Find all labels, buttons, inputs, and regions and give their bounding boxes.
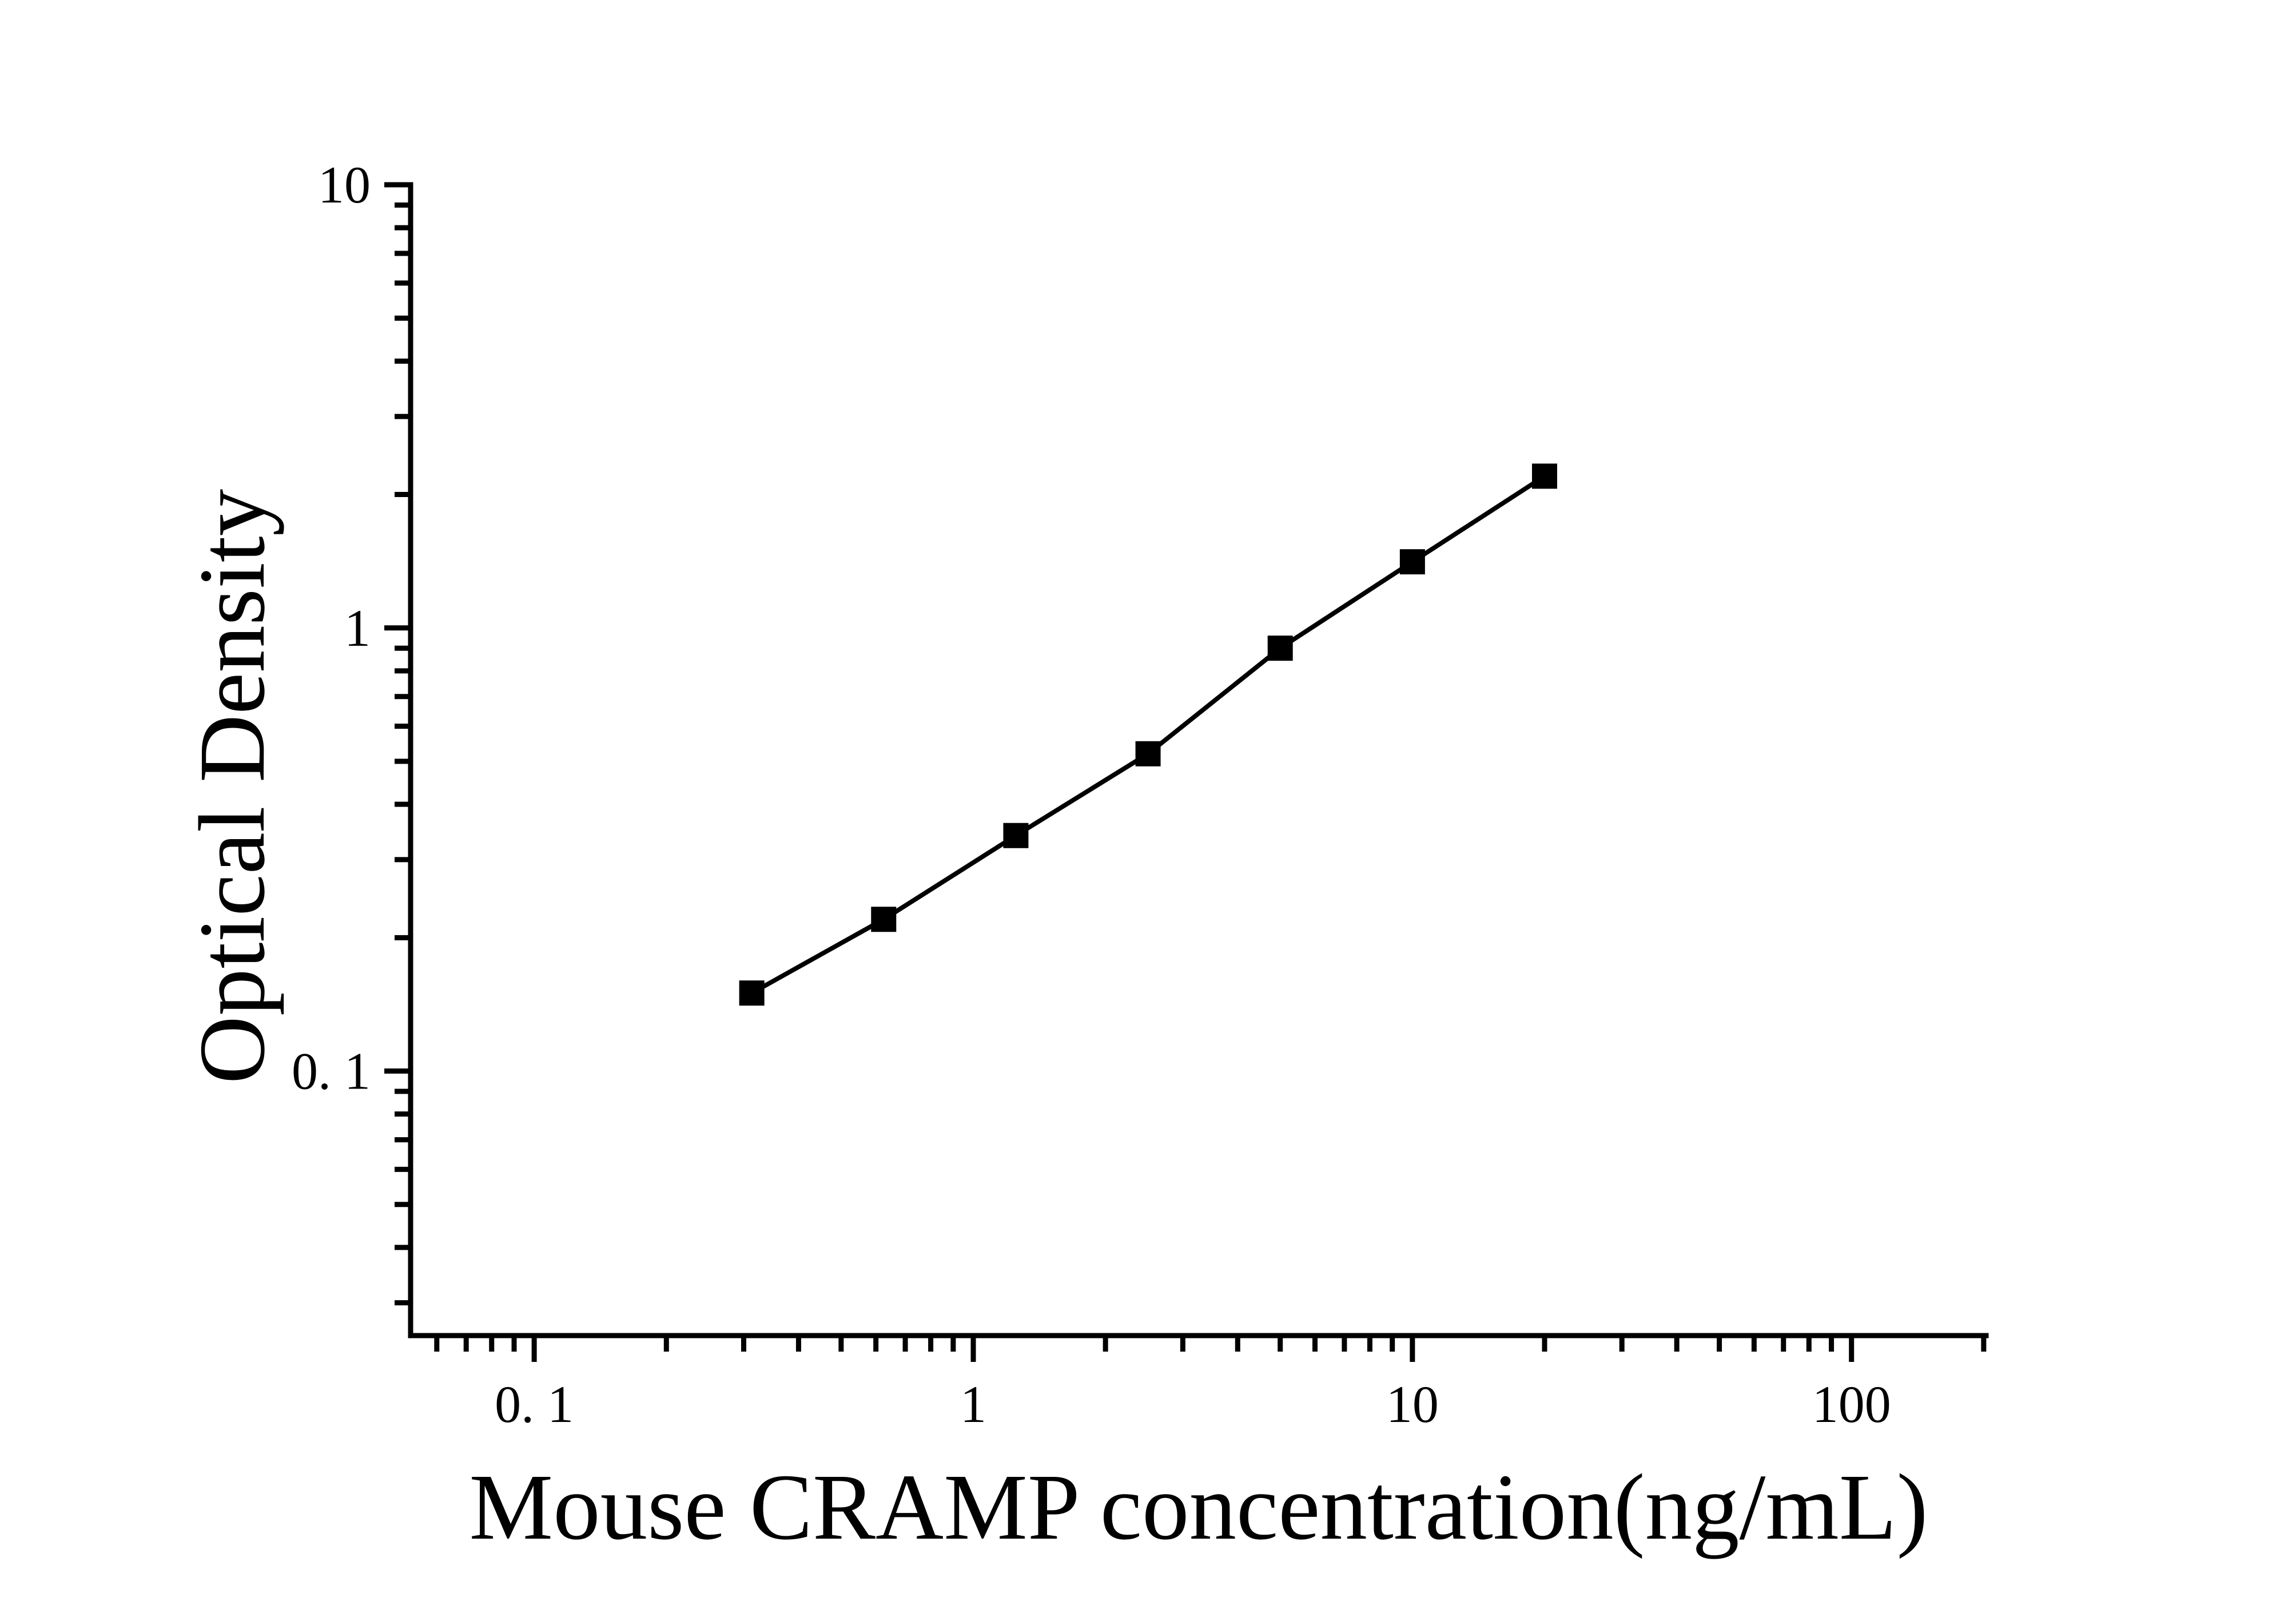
data-point-marker — [739, 980, 765, 1006]
x-axis-title: Mouse CRAMP concentration(ng/mL) — [469, 1455, 1928, 1559]
x-tick-label: 10 — [1386, 1375, 1439, 1433]
y-tick-label: 10 — [318, 156, 371, 214]
data-point-marker — [1532, 463, 1558, 489]
axis-lines — [408, 182, 1989, 1338]
data-point-marker — [1399, 549, 1425, 575]
x-tick-label: 1 — [960, 1375, 986, 1433]
tick-labels: 0. 1 1 10 100 0. 1 1 10 — [292, 156, 1891, 1433]
x-tick-label: 100 — [1812, 1375, 1891, 1433]
data-point-marker — [871, 907, 897, 932]
data-point-marker — [1267, 635, 1293, 661]
y-tick-label: 0. 1 — [292, 1042, 371, 1101]
y-axis-title: Optical Density — [180, 489, 284, 1084]
axis-ticks — [384, 182, 1987, 1362]
data-point-markers — [739, 463, 1558, 1006]
x-tick-label: 0. 1 — [495, 1375, 574, 1433]
data-point-marker — [1135, 741, 1161, 766]
data-point-marker — [1003, 823, 1029, 848]
y-tick-label: 1 — [344, 599, 371, 657]
standard-curve-line — [750, 474, 1546, 995]
